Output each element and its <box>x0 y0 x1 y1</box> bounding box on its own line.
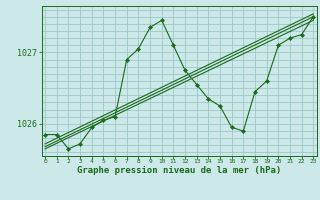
X-axis label: Graphe pression niveau de la mer (hPa): Graphe pression niveau de la mer (hPa) <box>77 166 281 175</box>
